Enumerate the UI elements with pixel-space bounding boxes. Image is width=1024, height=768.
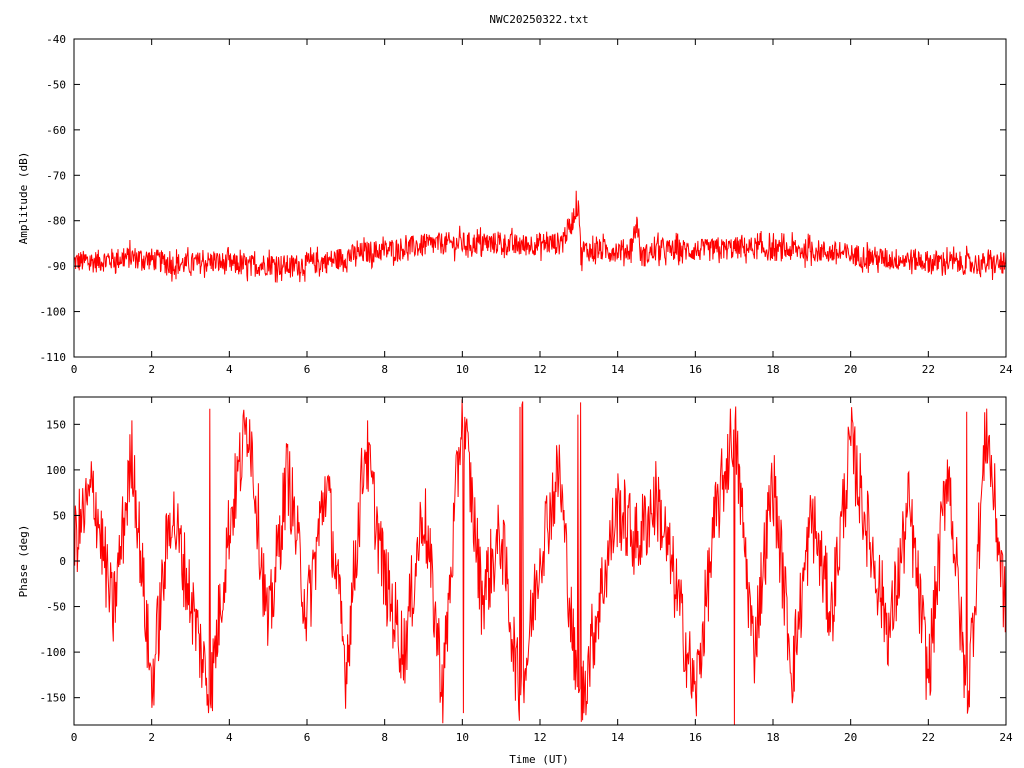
y-tick-label: -100 (40, 646, 67, 659)
x-tick-label: 0 (71, 363, 78, 376)
x-tick-label: 0 (71, 731, 78, 744)
y-tick-label: -50 (46, 78, 66, 91)
x-tick-label: 22 (922, 363, 935, 376)
x-tick-label: 10 (456, 731, 469, 744)
x-tick-label: 2 (148, 363, 155, 376)
amplitude-x-axis: 0 2 4 6 8 10 12 14 16 18 20 22 24 (71, 39, 1013, 376)
x-tick-label: 14 (611, 363, 625, 376)
x-tick-label: 12 (533, 731, 546, 744)
amplitude-y-axis-label: Amplitude (dB) (17, 152, 30, 245)
amplitude-plot-area (74, 190, 1006, 283)
x-tick-label: 14 (611, 731, 625, 744)
y-tick-label: -80 (46, 215, 66, 228)
x-tick-label: 10 (456, 363, 469, 376)
y-tick-label: -90 (46, 260, 66, 273)
x-tick-label: 4 (226, 731, 233, 744)
x-tick-label: 8 (381, 363, 388, 376)
y-tick-label: 150 (46, 418, 66, 431)
phase-y-axis-label: Phase (deg) (17, 525, 30, 598)
amplitude-panel: -40-50-60-70-80-90-100-110 0 2 4 6 8 10 12 14 16… (17, 33, 1013, 376)
x-tick-label: 4 (226, 363, 233, 376)
x-tick-label: 8 (381, 731, 388, 744)
y-tick-label: -50 (46, 601, 66, 614)
x-tick-label: 6 (304, 731, 311, 744)
amplitude-series-line (74, 190, 1006, 283)
amplitude-y-axis: -40 -50 -60 -70 -80 -90 -100 -110 (40, 33, 1006, 364)
x-tick-label: 12 (533, 363, 546, 376)
x-tick-label: 18 (766, 363, 779, 376)
chart-title: NWC20250322.txt (489, 13, 588, 26)
phase-plot-area (74, 399, 1006, 725)
y-tick-label: -150 (40, 692, 67, 705)
time-x-axis-label: Time (UT) (509, 753, 569, 766)
y-tick-label: -40 (46, 33, 66, 46)
y-tick-label: -100 (40, 306, 67, 319)
x-tick-label: 20 (844, 363, 857, 376)
x-tick-label: 6 (304, 363, 311, 376)
x-tick-label: 24 (999, 363, 1013, 376)
y-tick-label: 0 (59, 555, 66, 568)
x-tick-label: 2 (148, 731, 155, 744)
x-tick-label: 16 (689, 363, 702, 376)
y-tick-label: -70 (46, 169, 66, 182)
x-tick-label: 18 (766, 731, 779, 744)
x-tick-label: 24 (999, 731, 1013, 744)
phase-x-axis: 0 2 4 6 8 10 12 14 16 18 20 22 24 (71, 397, 1013, 744)
x-tick-label: 22 (922, 731, 935, 744)
phase-y-axis: 150 100 50 0 -50 -100 -150 (40, 418, 1006, 705)
y-tick-label: 50 (53, 509, 66, 522)
phase-series-line (74, 399, 1006, 725)
y-tick-label: -110 (40, 351, 67, 364)
x-tick-label: 20 (844, 731, 857, 744)
x-tick-label: 16 (689, 731, 702, 744)
y-tick-label: 100 (46, 464, 66, 477)
y-tick-label: -60 (46, 124, 66, 137)
